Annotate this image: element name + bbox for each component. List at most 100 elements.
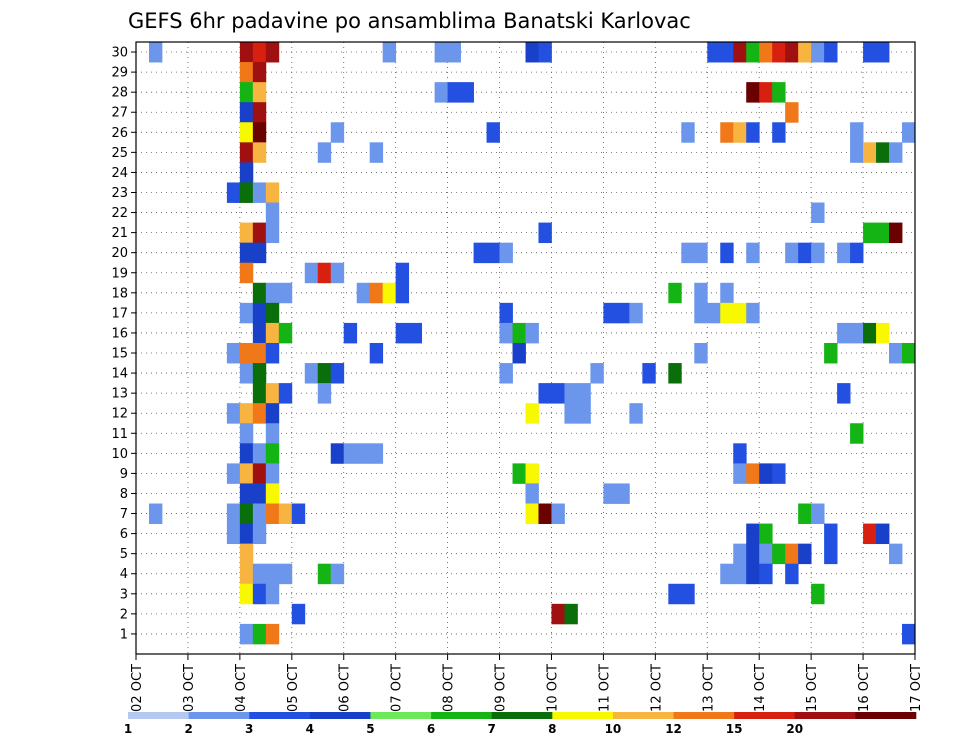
precip-cell [837,242,851,264]
precip-cell [265,342,280,364]
colorbar-segment [128,712,189,719]
precip-cell [278,322,293,344]
y-tick-label: 21 [111,226,128,241]
precip-cell [239,463,254,484]
precip-cell [330,262,345,284]
precip-cell [239,363,254,384]
colorbar-segment [249,712,311,719]
color-scale-legend: 1 2 3 4 5 6 7 8 10 12 15 20 [124,712,917,736]
precip-cell [252,363,267,384]
precip-cell [252,322,267,344]
precip-cell [499,302,513,324]
precip-cell [252,403,267,424]
y-tick-label: 16 [111,326,128,341]
precip-cell [889,342,903,364]
precip-cell [876,142,890,163]
precip-cell [291,603,306,625]
precip-cell [759,463,773,484]
precip-cell [239,523,254,545]
precip-cell [616,302,630,324]
heatmap-cells [148,42,916,645]
precip-cell [863,222,877,244]
y-tick-label: 28 [111,86,128,101]
precip-cell [239,262,254,284]
precip-cell [694,282,708,304]
precip-cell [850,242,864,264]
precip-cell [239,583,254,605]
precip-cell [499,322,513,344]
precip-cell [239,302,254,324]
x-tick-label: 07 OCT [390,664,405,712]
precip-cell [512,342,526,364]
precip-cell [733,563,747,585]
precip-cell [681,242,695,264]
precip-cell [369,142,384,163]
precip-cell [278,503,293,524]
x-tick-label: 09 OCT [494,664,509,712]
colorbar-label: 3 [245,722,253,736]
x-tick-label: 12 OCT [649,664,664,712]
precip-cell [252,563,267,585]
colorbar-segment [552,712,614,719]
colorbar-label: 1 [124,722,132,736]
y-tick-label: 3 [120,587,128,602]
precip-cell [824,42,838,63]
precip-cell [148,42,163,63]
x-tick-label: 08 OCT [442,664,457,712]
precip-cell [252,142,267,163]
precip-cell [265,42,280,63]
colorbar-segment [612,712,674,719]
y-axis-ensemble-members: 1234567891011121314151617181920212223242… [111,46,136,642]
colorbar-label: 20 [786,722,803,736]
precip-cell [538,42,552,63]
precip-cell [876,42,890,63]
colorbar-label: 10 [605,722,622,736]
precip-cell [720,122,734,143]
precip-cell [564,403,578,424]
precip-cell [265,282,280,304]
precip-cell [447,82,461,103]
precip-cell [733,443,747,464]
colorbar-label: 6 [427,722,435,736]
x-tick-label: 16 OCT [857,664,872,712]
y-tick-label: 15 [111,347,128,362]
precip-cell [369,443,384,464]
precip-cell [733,122,747,143]
precip-cell [720,242,734,264]
precip-cell [278,563,293,585]
precip-cell [876,222,890,244]
colorbar-label: 8 [548,722,556,736]
precip-cell [525,483,539,504]
precip-cell [902,122,916,143]
colorbar-segment [855,712,917,719]
precip-cell [265,222,280,244]
precip-cell [252,483,267,504]
x-tick-label: 05 OCT [286,664,301,712]
precip-cell [668,282,682,304]
precip-cell [785,242,799,264]
precip-cell [369,342,384,364]
precip-cell [902,342,916,364]
precip-cell [486,122,500,143]
precip-cell [759,82,773,103]
precip-cell [226,342,241,364]
precip-cell [707,42,721,63]
precip-cell [863,523,877,545]
precip-cell [629,403,643,424]
precip-cell [239,182,254,203]
precip-cell [889,543,903,565]
colorbar-label: 15 [726,722,743,736]
precip-cell [694,302,708,324]
precip-cell [785,102,799,123]
colorbar-label: 7 [488,722,496,736]
y-tick-label: 26 [111,126,128,141]
y-tick-label: 4 [120,567,128,582]
precip-cell [811,503,825,524]
precip-cell [850,142,864,163]
colorbar-segment [734,712,796,719]
y-tick-label: 8 [120,487,128,502]
precip-cell [694,342,708,364]
precip-cell [265,623,280,645]
precip-cell [681,583,695,605]
precip-cell [889,142,903,163]
